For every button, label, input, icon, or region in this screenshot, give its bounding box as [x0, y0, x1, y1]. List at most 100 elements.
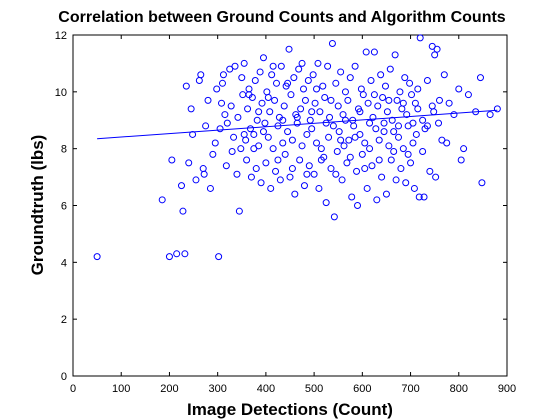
data-point — [351, 62, 359, 70]
data-point — [227, 102, 235, 110]
x-tick-label: 200 — [160, 383, 178, 395]
data-point — [182, 82, 190, 90]
data-point — [366, 119, 374, 127]
data-point — [221, 111, 229, 119]
data-point — [419, 148, 427, 156]
data-point — [255, 108, 263, 116]
plot-area — [72, 34, 508, 377]
data-point — [252, 165, 260, 173]
data-point — [435, 119, 443, 127]
data-point — [362, 48, 370, 56]
data-point — [390, 148, 398, 156]
data-point — [358, 150, 366, 158]
data-point — [308, 125, 316, 133]
data-point — [219, 71, 227, 79]
data-point — [420, 193, 428, 201]
y-tick-label: 4 — [61, 257, 67, 269]
data-point — [286, 173, 294, 181]
data-point — [216, 125, 224, 133]
data-point — [366, 145, 374, 153]
data-point — [363, 184, 371, 192]
data-point — [391, 51, 399, 59]
data-point — [460, 145, 468, 153]
data-point — [361, 139, 369, 147]
data-point — [257, 179, 265, 187]
data-point — [213, 85, 221, 93]
data-point — [303, 130, 311, 138]
data-point — [284, 128, 292, 136]
x-tick-label: 900 — [498, 383, 516, 395]
data-point — [395, 122, 402, 130]
data-point — [332, 170, 340, 178]
x-tick-label: 100 — [112, 383, 130, 395]
data-point — [387, 156, 395, 164]
plot-frame — [72, 34, 508, 377]
data-point — [433, 45, 441, 53]
data-point — [410, 184, 418, 192]
data-point — [261, 119, 269, 127]
data-point — [373, 196, 381, 204]
x-axis: 0 100 200 300 400 500 600 700 800 900 — [70, 35, 516, 395]
y-tick-label: 2 — [61, 314, 67, 326]
data-point — [396, 88, 404, 96]
data-point — [158, 196, 166, 204]
data-point — [337, 68, 345, 76]
data-point — [308, 108, 316, 116]
data-point — [234, 113, 242, 121]
data-point — [493, 105, 501, 113]
trendline-group — [97, 109, 498, 140]
data-point — [372, 125, 380, 133]
data-point — [314, 59, 322, 67]
data-point — [333, 148, 341, 156]
data-point — [423, 76, 431, 84]
trendline — [97, 109, 498, 140]
y-tick-label: 0 — [61, 371, 67, 383]
data-point — [403, 111, 411, 119]
data-point — [304, 76, 312, 84]
data-point — [409, 139, 417, 147]
data-point — [256, 68, 264, 76]
data-point — [375, 156, 383, 164]
data-point — [379, 94, 387, 102]
data-point — [93, 253, 101, 261]
data-point — [455, 85, 463, 93]
data-point — [464, 91, 472, 99]
data-point — [218, 79, 226, 87]
data-point — [370, 91, 378, 99]
data-point — [476, 74, 484, 82]
data-point — [211, 139, 219, 147]
data-point — [268, 71, 276, 79]
data-point — [272, 79, 280, 87]
data-point — [204, 96, 212, 104]
data-point — [428, 102, 436, 110]
data-point — [404, 150, 412, 158]
data-point — [206, 184, 214, 192]
data-point — [279, 139, 287, 147]
data-point — [317, 156, 325, 164]
data-point — [382, 190, 390, 198]
data-point — [250, 130, 258, 138]
data-point — [408, 91, 416, 99]
data-point — [281, 150, 289, 158]
data-point — [402, 179, 410, 187]
x-tick-label: 600 — [353, 383, 371, 395]
data-point — [251, 76, 259, 84]
data-point — [327, 165, 335, 173]
data-point — [274, 156, 282, 164]
data-point — [253, 116, 261, 124]
data-point — [435, 96, 443, 104]
data-point — [426, 167, 434, 175]
x-tick-label: 300 — [208, 383, 226, 395]
data-point — [315, 184, 323, 192]
data-point — [305, 162, 313, 170]
data-point — [192, 176, 200, 184]
data-point — [390, 128, 398, 136]
x-axis-label: Image Detections (Count) — [187, 400, 393, 419]
data-point — [228, 148, 236, 156]
data-point — [399, 145, 407, 153]
data-point — [478, 179, 486, 187]
data-point — [407, 159, 415, 167]
data-point — [416, 34, 424, 42]
data-point — [443, 139, 451, 147]
x-tick-label: 400 — [257, 383, 275, 395]
